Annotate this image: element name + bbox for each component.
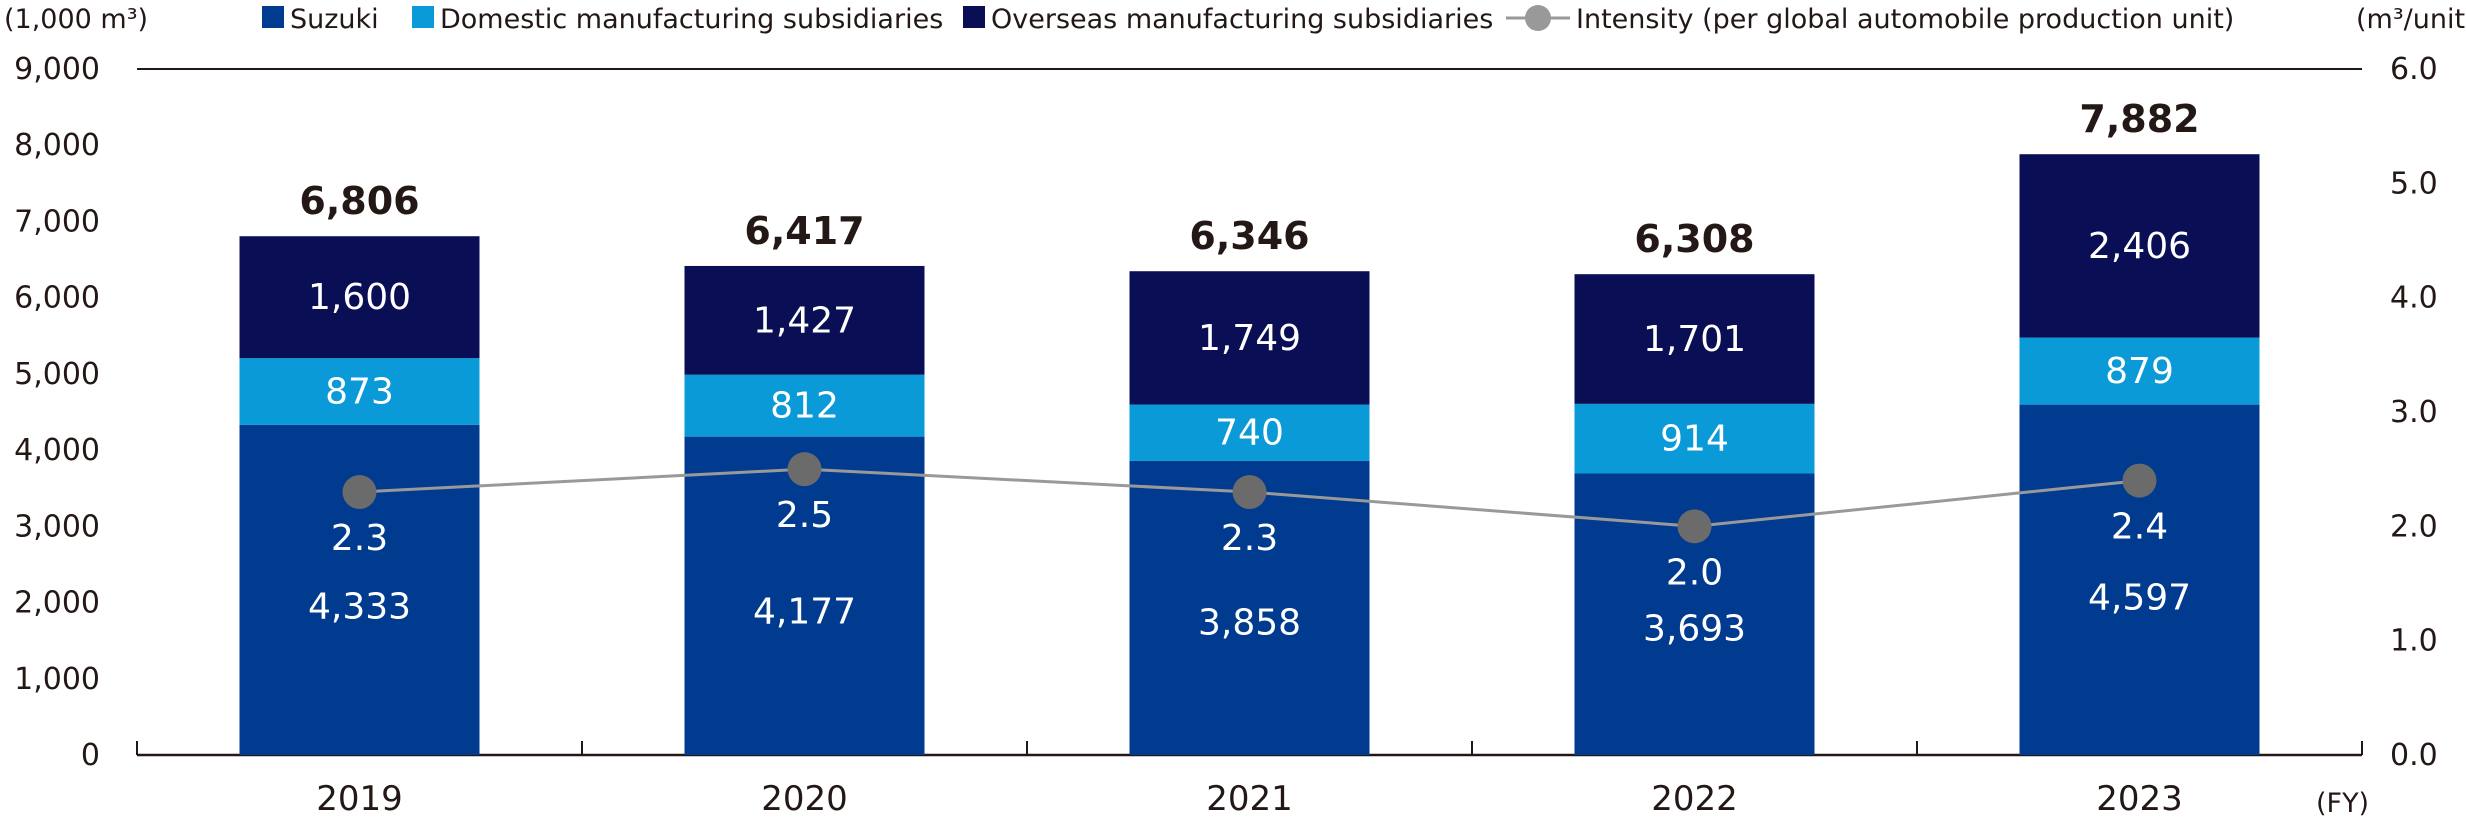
intensity-point bbox=[342, 475, 377, 510]
bar-segment-label: 812 bbox=[770, 386, 839, 427]
legend-label: Overseas manufacturing subsidiaries bbox=[991, 4, 1493, 35]
intensity-value-label: 2.4 bbox=[2111, 507, 2168, 548]
y-left-tick-label: 4,000 bbox=[14, 433, 100, 468]
bar-segment-label: 1,427 bbox=[753, 300, 856, 341]
bar-segment-label: 914 bbox=[1660, 419, 1729, 460]
y-left-tick-label: 3,000 bbox=[14, 509, 100, 544]
bar-total-label: 6,346 bbox=[1189, 214, 1309, 258]
bars bbox=[239, 154, 2260, 755]
y-axis-left-label: (1,000 m³) bbox=[4, 4, 148, 35]
bar-segment-label: 4,597 bbox=[2088, 577, 2191, 618]
bar-segment bbox=[1574, 274, 1815, 404]
y-right-tick-label: 1.0 bbox=[2390, 624, 2438, 659]
intensity-value-label: 2.5 bbox=[776, 495, 833, 536]
bar-total-label: 7,882 bbox=[2079, 97, 2199, 141]
bar-segment-label: 740 bbox=[1215, 413, 1284, 454]
x-tick-label: 2022 bbox=[1651, 779, 1738, 819]
intensity-value-label: 2.3 bbox=[331, 518, 388, 559]
legend-swatch bbox=[963, 6, 985, 28]
y-left-tick-label: 6,000 bbox=[14, 281, 100, 316]
bar-segment bbox=[1129, 460, 1370, 755]
bar-segment bbox=[2019, 404, 2260, 755]
legend-swatch bbox=[262, 6, 284, 28]
x-tick-label: 2020 bbox=[761, 779, 848, 819]
x-tick-label: 2019 bbox=[316, 779, 403, 819]
x-tick-label: 2021 bbox=[1206, 779, 1293, 819]
intensity-line-series bbox=[342, 452, 2157, 544]
bar-segment bbox=[684, 374, 925, 437]
bar-total-label: 6,308 bbox=[1634, 217, 1754, 261]
bar-segment-label: 4,177 bbox=[753, 592, 856, 633]
intensity-point bbox=[1232, 475, 1267, 510]
bar-segment bbox=[1129, 404, 1370, 461]
bar-segment bbox=[2019, 337, 2260, 405]
intensity-point bbox=[1677, 509, 1712, 544]
y-right-tick-label: 4.0 bbox=[2390, 281, 2438, 316]
bar-total-label: 6,806 bbox=[299, 179, 419, 223]
y-left-tick-label: 0 bbox=[81, 738, 100, 773]
y-right-tick-label: 2.0 bbox=[2390, 509, 2438, 544]
bar-segment bbox=[684, 436, 925, 755]
intensity-value-label: 2.3 bbox=[1221, 518, 1278, 559]
bar-segment bbox=[1574, 403, 1815, 474]
intensity-value-label: 2.0 bbox=[1666, 552, 1723, 593]
legend-marker-swatch bbox=[1525, 5, 1551, 31]
y-left-tick-label: 8,000 bbox=[14, 128, 100, 163]
bar-segment bbox=[684, 265, 925, 375]
bar-total-label: 6,417 bbox=[744, 209, 864, 253]
y-left-tick-label: 7,000 bbox=[14, 204, 100, 239]
y-right-tick-label: 6.0 bbox=[2390, 52, 2438, 87]
bar-segment-label: 1,600 bbox=[308, 277, 411, 318]
intensity-point bbox=[2122, 463, 2157, 498]
bar-segment-label: 879 bbox=[2105, 351, 2174, 392]
bar-segment bbox=[239, 358, 480, 425]
bar-segment-label: 3,693 bbox=[1643, 608, 1746, 649]
x-axis-unit-label: (FY) bbox=[2316, 788, 2369, 819]
y-left-tick-label: 9,000 bbox=[14, 52, 100, 87]
x-tick-label: 2023 bbox=[2096, 779, 2183, 819]
bar-segment bbox=[2019, 154, 2260, 338]
y-right-tick-label: 0.0 bbox=[2390, 738, 2438, 773]
y-axis-right-label: (m³/unit) bbox=[2356, 4, 2466, 35]
bar-segment-label: 1,749 bbox=[1198, 318, 1301, 359]
legend-label: Intensity (per global automobile product… bbox=[1576, 4, 2234, 35]
y-left-tick-label: 2,000 bbox=[14, 586, 100, 621]
y-left-tick-label: 1,000 bbox=[14, 662, 100, 697]
legend-swatch bbox=[412, 6, 434, 28]
bar-segment-label: 873 bbox=[325, 371, 394, 412]
axes: 0 1,000 2,000 3,000 4,000 5,000 6,000 7,000 8,00… bbox=[14, 52, 2438, 819]
bar-segment-label: 4,333 bbox=[308, 586, 411, 627]
bar-segment bbox=[239, 236, 480, 359]
bar-segment bbox=[1129, 271, 1370, 405]
intensity-point bbox=[787, 452, 822, 487]
data-labels: 4,333 873 1,600 6,806 4,177 812 1,427 6,417 3,85… bbox=[299, 97, 2199, 649]
legend-label: Domestic manufacturing subsidiaries bbox=[440, 4, 943, 35]
y-right-tick-label: 5.0 bbox=[2390, 166, 2438, 201]
y-left-tick-label: 5,000 bbox=[14, 357, 100, 392]
legend-label: Suzuki bbox=[290, 4, 379, 35]
bar-segment-label: 2,406 bbox=[2088, 226, 2191, 267]
legend: Suzuki Domestic manufacturing subsidiarie… bbox=[262, 4, 2234, 35]
bar-segment-label: 3,858 bbox=[1198, 603, 1301, 644]
y-right-tick-label: 3.0 bbox=[2390, 395, 2438, 430]
bar-segment-label: 1,701 bbox=[1643, 319, 1746, 360]
